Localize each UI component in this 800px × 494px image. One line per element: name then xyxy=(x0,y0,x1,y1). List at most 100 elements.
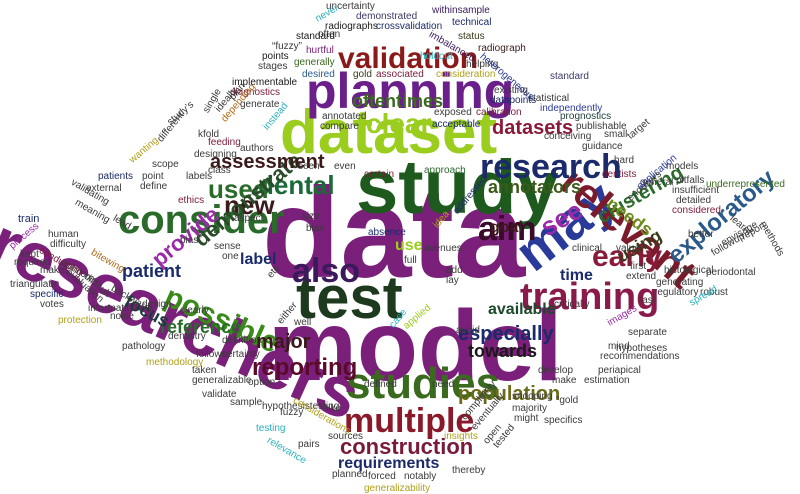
word-diagnostics: diagnostics xyxy=(230,87,281,98)
word-implementable: implementable xyxy=(232,77,298,88)
word-avenues: avenues xyxy=(424,243,462,254)
word-point: point xyxy=(142,171,164,182)
word-towards: towards xyxy=(468,341,538,361)
word-sense: sense xyxy=(214,241,241,252)
word-reporting: reporting xyxy=(252,354,358,381)
word-aspect: aspect xyxy=(234,213,264,224)
word-clearly: clearly xyxy=(180,305,209,316)
word-crossvalidation: crossvalidation xyxy=(376,21,443,32)
word-thereby: thereby xyxy=(452,465,486,476)
word-validation: validation xyxy=(338,42,479,75)
word-methods: methods xyxy=(757,219,787,259)
word-difficulty: difficulty xyxy=(50,239,86,250)
word-gold: gold xyxy=(353,69,372,80)
word-option: option xyxy=(248,377,276,388)
word-even: even xyxy=(334,161,356,172)
word-clinical: clinical xyxy=(572,243,603,254)
word-available: available xyxy=(488,301,556,318)
word-bias: bias xyxy=(306,223,325,234)
word-acceptable: acceptable xyxy=(432,119,481,130)
word-sample: sample xyxy=(230,397,263,408)
word-guidance: guidance xyxy=(582,141,623,152)
word-also: also xyxy=(292,252,361,290)
word-small: small xyxy=(604,129,628,140)
word-separate: separate xyxy=(628,327,667,338)
word-value: value xyxy=(616,243,640,254)
word-first: first xyxy=(630,261,647,272)
word-goal: goal xyxy=(490,219,523,236)
word-clear: clear xyxy=(366,108,432,139)
word-calibration: calibration xyxy=(476,107,522,118)
word-methodology: methodology xyxy=(146,357,204,368)
word-ethics: ethics xyxy=(178,195,205,206)
word-avoid: avoid xyxy=(456,325,480,336)
word-better: better xyxy=(688,229,714,240)
word-general: general xyxy=(640,177,674,188)
word-noise: noise xyxy=(110,311,134,322)
word-existing: existing xyxy=(494,85,528,96)
word-datapoints: datapoints xyxy=(490,95,537,106)
word-reference: reference xyxy=(160,317,242,337)
word-statistical: statistical xyxy=(528,93,570,104)
word-certain: certain xyxy=(364,169,395,180)
word-absence: absence xyxy=(368,227,406,238)
word-model: model xyxy=(268,290,563,402)
word-time: time xyxy=(560,267,593,284)
word-generally: generally xyxy=(294,57,335,68)
word-specifics: specifics xyxy=(544,415,583,426)
word-insights: insights xyxy=(444,431,478,442)
word-consideration: consideration xyxy=(436,69,496,80)
word-approach: approach xyxy=(424,165,466,176)
word-votes: votes xyxy=(40,299,64,310)
word-points: points xyxy=(262,51,289,62)
word-designing: designing xyxy=(194,149,237,160)
word-withinsample: withinsample xyxy=(432,5,490,16)
word-hypotheses: hypotheses xyxy=(616,343,668,354)
word-last: last xyxy=(640,295,656,306)
word-sources: sources xyxy=(328,431,364,442)
word-independently: independently xyxy=(540,103,603,114)
word-add: add xyxy=(446,265,463,276)
word-regulatory: regulatory xyxy=(654,287,699,298)
word-robust: robust xyxy=(700,287,728,298)
word-train: train xyxy=(18,213,40,225)
word-training: training xyxy=(520,276,660,318)
word-might: might xyxy=(514,413,539,424)
word-models: models xyxy=(666,161,699,172)
word-label: label xyxy=(240,251,277,268)
word-often: often xyxy=(318,29,341,40)
word-pairs: pairs xyxy=(298,439,320,450)
word-follows: follows xyxy=(196,349,227,360)
word-hypothesistesting: hypothesistesting xyxy=(262,401,340,412)
word-assessment: assessment xyxy=(210,151,325,173)
word-oftentimes: oftentimes xyxy=(352,91,444,111)
word-snooping: snooping xyxy=(512,391,553,402)
word-generating: generating xyxy=(656,277,704,288)
word-seen: seen xyxy=(298,161,320,172)
word-uncertainty: uncertainty xyxy=(326,1,375,12)
word-size: size xyxy=(302,211,320,222)
word-annotators: annotators xyxy=(488,177,582,197)
word-mind: mind xyxy=(608,341,630,352)
word-lay: lay xyxy=(446,275,459,286)
word-generalizability: generalizability xyxy=(364,483,431,494)
word-construction: construction xyxy=(340,434,474,459)
word-defined: defined xyxy=(364,379,397,390)
word-hard: hard xyxy=(614,155,635,166)
word-human: human xyxy=(48,229,79,240)
word-estimation: estimation xyxy=(584,375,630,386)
word-research: research xyxy=(480,148,622,186)
word-generate: generate xyxy=(240,99,280,110)
word-bias: bias” xyxy=(180,235,202,246)
word-kfold: kfold xyxy=(198,129,220,140)
word-design: design xyxy=(142,299,172,310)
word-gold: “gold xyxy=(556,395,579,406)
word-requirements: requirements xyxy=(338,455,440,472)
word-major: major xyxy=(256,331,311,353)
word-data: data xyxy=(262,162,526,305)
word-like: like xyxy=(326,403,342,414)
word-planned: planned xyxy=(332,469,368,480)
word-radiographs: radiographs xyxy=(325,21,378,32)
word-early: early xyxy=(592,240,663,273)
word-associated: associated xyxy=(376,69,424,80)
